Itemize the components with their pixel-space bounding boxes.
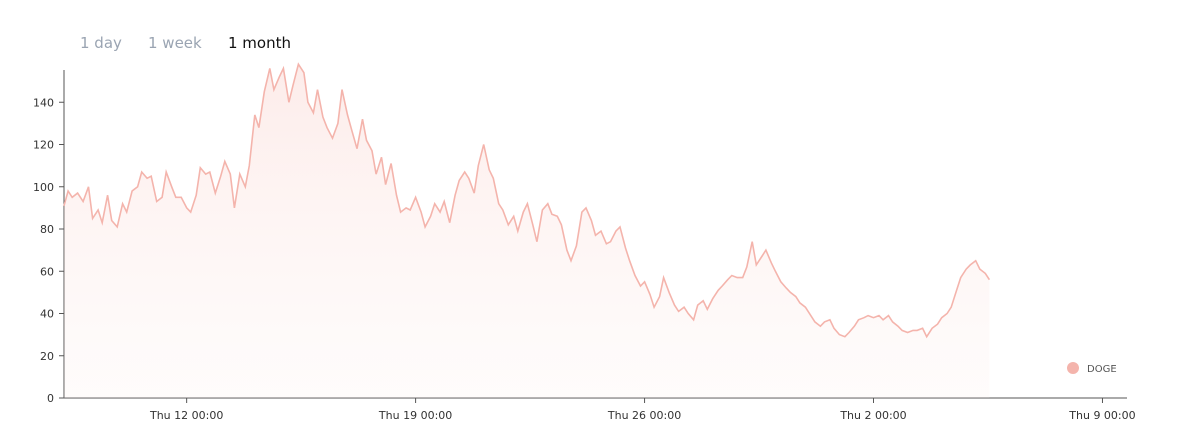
y-tick-label: 20 [40,350,54,363]
y-tick-label: 100 [33,181,54,194]
x-axis: Thu 12 00:00 Thu 19 00:00 Thu 26 00:00 Thu … [64,398,1136,422]
x-tick-label: Thu 9 00:00 [1068,409,1135,422]
x-tick-label: Thu 12 00:00 [149,409,223,422]
y-tick-label: 80 [40,223,54,236]
x-tick-label: Thu 2 00:00 [839,409,906,422]
y-axis: 0 20 40 60 80 100 120 140 [33,70,64,405]
legend-swatch-doge [1067,362,1079,374]
y-tick-label: 140 [33,96,54,109]
x-tick-label: Thu 26 00:00 [607,409,681,422]
doge-series-area [64,64,989,398]
x-tick-label: Thu 19 00:00 [378,409,452,422]
legend: DOGE [1067,362,1117,375]
y-tick-label: 0 [47,392,54,405]
y-tick-label: 40 [40,308,54,321]
legend-label-doge: DOGE [1087,364,1117,375]
y-tick-label: 120 [33,139,54,152]
y-tick-label: 60 [40,265,54,278]
